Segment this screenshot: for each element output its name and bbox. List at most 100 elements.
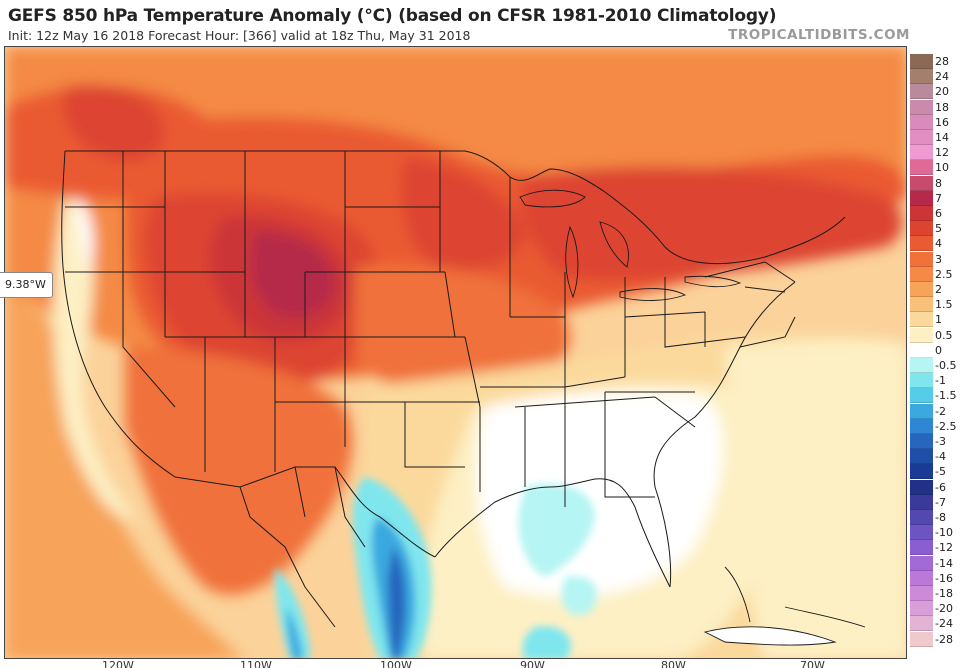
legend-swatch: [910, 540, 933, 556]
legend-label: 2: [935, 283, 942, 296]
legend-swatch: [910, 631, 933, 647]
legend-swatch: [910, 236, 933, 252]
legend-label: -0.5: [935, 359, 957, 372]
legend-entry: 24: [908, 69, 960, 85]
legend-entry: 2: [908, 282, 960, 297]
legend-label: 12: [935, 146, 949, 160]
legend-swatch: [910, 601, 933, 617]
legend-label: 1.5: [935, 298, 953, 312]
page-title: GEFS 850 hPa Temperature Anomaly (°C) (b…: [8, 6, 777, 26]
legend-entry: 10: [908, 160, 960, 176]
legend-label: -4: [935, 450, 946, 464]
legend-swatch: [910, 190, 933, 206]
color-scale-legend: 28 24 20 18 16 14 12 10 8 7 6 5 4 3 2.5 2 1.5 1 0.5 0 -0.5 -1…: [908, 46, 960, 659]
legend-label: -2: [935, 404, 946, 418]
legend-label: 14: [935, 131, 949, 144]
legend-entry: -10: [908, 525, 960, 541]
longitude-label: 80W: [661, 659, 686, 668]
political-boundaries: [61, 150, 846, 628]
legend-label: -28: [935, 632, 953, 646]
anomaly-map[interactable]: [4, 46, 907, 659]
legend-entry: 12: [908, 145, 960, 161]
longitude-label: 70W: [800, 659, 825, 668]
legend-label: 18: [935, 100, 949, 114]
legend-swatch: [910, 525, 933, 541]
legend-entry: 2.5: [908, 266, 960, 282]
longitude-label: 90W: [520, 659, 545, 668]
legend-entry: 5: [908, 221, 960, 237]
legend-swatch: [910, 130, 933, 145]
longitude-label: 120W: [102, 659, 134, 668]
legend-entry: 16: [908, 114, 960, 130]
legend-entry: -24: [908, 616, 960, 632]
legend-swatch: [910, 327, 933, 343]
legend-entry: 8: [908, 175, 960, 191]
legend-entry: -1: [908, 373, 960, 389]
legend-label: -1.5: [935, 389, 957, 403]
legend-swatch: [910, 114, 933, 130]
legend-label: -7: [935, 495, 946, 509]
legend-label: 10: [935, 161, 949, 175]
legend-swatch: [910, 479, 933, 495]
legend-entry: 3: [908, 251, 960, 267]
legend-entry: -16: [908, 570, 960, 586]
legend-label: 0: [935, 343, 942, 357]
legend-entry: 7: [908, 190, 960, 206]
legend-entry: -12: [908, 540, 960, 556]
legend-label: -14: [935, 556, 953, 570]
legend-swatch: [910, 616, 933, 632]
anomaly-field: [5, 47, 906, 658]
legend-label: -24: [935, 617, 953, 631]
legend-entry: -28: [908, 631, 960, 647]
legend-swatch: [910, 251, 933, 267]
legend-swatch: [910, 206, 933, 221]
legend-swatch: [910, 342, 933, 358]
legend-swatch: [910, 586, 933, 601]
legend-label: -20: [935, 602, 953, 616]
legend-label: 28: [935, 55, 949, 68]
legend-swatch: [910, 266, 933, 282]
legend-entry: 14: [908, 130, 960, 145]
legend-swatch: [910, 145, 933, 161]
legend-swatch: [910, 99, 933, 115]
legend-entry: -14: [908, 555, 960, 571]
legend-label: 4: [935, 237, 942, 251]
site-brand: TROPICALTIDBITS.COM: [728, 27, 910, 43]
legend-entry: -2: [908, 403, 960, 419]
legend-label: 8: [935, 176, 942, 190]
legend-label: -1: [935, 374, 946, 388]
legend-label: -8: [935, 511, 946, 524]
cold-anomalies: [275, 426, 825, 658]
legend-label: 16: [935, 115, 949, 129]
cuba-outline: [703, 626, 837, 646]
legend-entry: -18: [908, 586, 960, 601]
legend-entry: 18: [908, 99, 960, 115]
legend-entry: 1.5: [908, 297, 960, 313]
legend-entry: 0: [908, 342, 960, 358]
legend-entry: -4: [908, 449, 960, 465]
legend-label: -10: [935, 526, 953, 540]
legend-swatch: [910, 510, 933, 525]
legend-swatch: [910, 282, 933, 297]
legend-entry: -1.5: [908, 388, 960, 404]
legend-swatch: [910, 434, 933, 449]
legend-swatch: [910, 373, 933, 389]
legend-entry: -5: [908, 464, 960, 480]
cursor-coordinate-readout: 9.38°W: [0, 272, 53, 298]
longitude-label: 100W: [380, 659, 412, 668]
legend-label: -18: [935, 587, 953, 600]
lake-outlines: [519, 189, 866, 628]
legend-label: 2.5: [935, 267, 953, 281]
legend-entry: 4: [908, 236, 960, 252]
legend-entry: -3: [908, 434, 960, 449]
legend-swatch: [910, 84, 933, 100]
legend-label: 7: [935, 191, 942, 205]
legend-entry: 20: [908, 84, 960, 100]
legend-entry: -2.5: [908, 418, 960, 434]
legend-swatch: [910, 69, 933, 85]
legend-label: 24: [935, 70, 949, 84]
legend-swatch: [910, 449, 933, 465]
legend-swatch: [910, 160, 933, 176]
chart-header: GEFS 850 hPa Temperature Anomaly (°C) (b…: [0, 0, 960, 46]
legend-swatch: [910, 388, 933, 404]
